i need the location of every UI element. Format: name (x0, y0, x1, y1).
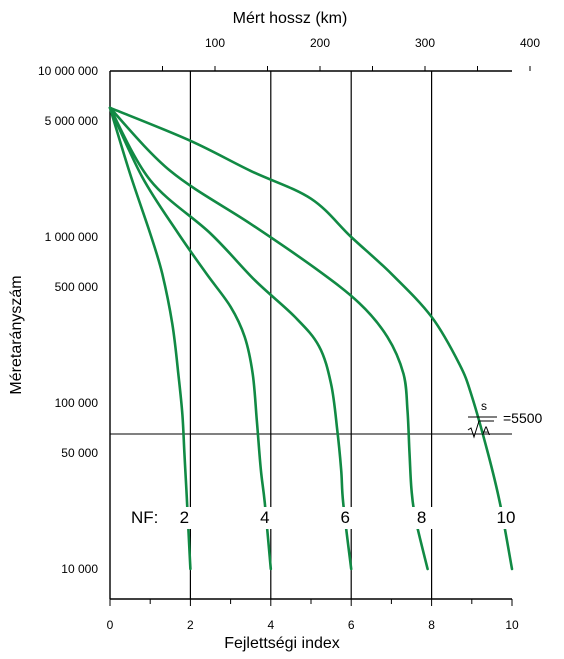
top-tick-label-100: 100 (205, 36, 225, 50)
reference-formula: s A =5500 (467, 399, 543, 439)
curve-label-10: 10 (497, 508, 516, 527)
curve-nf-10 (108, 106, 514, 571)
y-tick-label-3: 500 000 (55, 280, 99, 294)
curve-label-2: 2 (180, 508, 189, 527)
tick-labels: 0 2 4 6 8 10 100 200 300 400 10 000 000 5 000 000 1 … (38, 36, 540, 632)
curve-label-gap-4 (251, 507, 278, 529)
x-tick-label-0: 0 (107, 618, 114, 632)
x-tick-label-6: 6 (348, 618, 355, 632)
formula-denominator: A (482, 424, 490, 438)
y-tick-label-4: 100 000 (55, 396, 99, 410)
curve-label-8: 8 (417, 508, 426, 527)
ticks (109, 66, 531, 606)
y-axis-title: Méretarányszám (8, 275, 25, 394)
curve-nf-4 (108, 106, 273, 571)
top-axis-title: Mért hossz (km) (233, 10, 348, 27)
x-tick-label-10: 10 (505, 618, 519, 632)
curve-nf-2 (108, 106, 192, 571)
series-curves: 2 4 6 8 10 (108, 106, 519, 571)
top-tick-label-400: 400 (520, 36, 540, 50)
curve-label-4: 4 (260, 508, 269, 527)
y-tick-label-0: 10 000 000 (38, 64, 98, 78)
curve-nf-8 (108, 106, 429, 571)
curve-label-gap-10 (493, 507, 519, 529)
formula-value: =5500 (503, 410, 543, 426)
y-tick-label-1: 5 000 000 (45, 114, 99, 128)
top-tick-label-300: 300 (415, 36, 435, 50)
y-tick-label-6: 10 000 (61, 562, 98, 576)
y-tick-label-2: 1 000 000 (45, 230, 99, 244)
curve-nf-6 (108, 106, 353, 571)
y-tick-label-5: 50 000 (61, 446, 98, 460)
nf-prefix-label: NF: (131, 508, 158, 527)
curve-label-gap-8 (408, 507, 435, 529)
x-tick-label-8: 8 (428, 618, 435, 632)
x-tick-label-4: 4 (267, 618, 274, 632)
curve-label-gap-6 (332, 507, 359, 529)
formula-sqrt-sign (467, 420, 494, 439)
x-axis-title: Fejlettségi index (224, 635, 340, 652)
formula-numerator: s (481, 399, 487, 413)
curve-label-6: 6 (340, 508, 349, 527)
top-tick-label-200: 200 (310, 36, 330, 50)
curve-label-gap-2 (171, 507, 198, 529)
x-tick-label-2: 2 (187, 618, 194, 632)
